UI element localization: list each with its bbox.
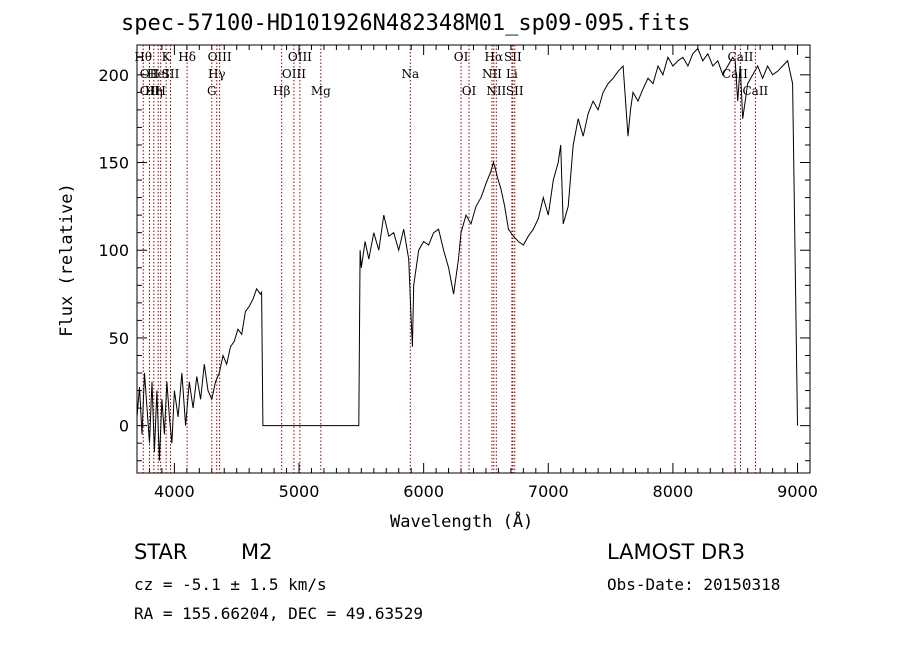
x-tick-label: 6000 [403, 482, 444, 501]
spectral-line-label: OIII [282, 67, 306, 81]
spectral-line-label: Hα [485, 50, 504, 64]
x-tick-label: 9000 [777, 482, 818, 501]
y-tick-label: 200 [98, 66, 129, 85]
spectral-line-label: Mg [311, 84, 331, 98]
y-tick-label: 100 [98, 241, 129, 260]
coordinates: RA = 155.66204, DEC = 49.63529 [134, 604, 423, 623]
spectral-line-label: NII [482, 67, 502, 81]
spectral-line-label: SII [162, 67, 180, 81]
x-tick-label: 4000 [154, 482, 195, 501]
spectral-line-label: K [162, 50, 172, 64]
plot-frame [136, 44, 811, 474]
spectral-line-label: SII [506, 84, 524, 98]
spectral-line-label: CaII [722, 67, 748, 81]
spectral-line-label: Hδ [178, 50, 196, 64]
y-axis-label: Flux (relative) [57, 183, 77, 337]
spectral-line-label: HeI [147, 67, 170, 81]
spectral-line-label: OIII [288, 50, 312, 64]
spectral-line-label: Na [401, 67, 419, 81]
spectral-line-label: H [155, 84, 165, 98]
y-tick-label: 50 [109, 329, 129, 348]
spectral-line-label: NII [486, 84, 506, 98]
chart-title: spec-57100-HD101926N482348M01_sp09-095.f… [121, 11, 691, 36]
x-axis-label: Wavelength (Å) [390, 512, 534, 532]
spectral-line-label: Hβ [273, 84, 290, 98]
spectral-line-label: SII [504, 50, 522, 64]
spectral-line-label: Li [506, 67, 518, 81]
spectral-line-label: Hθ [134, 50, 152, 64]
spectral-line-label: Hγ [208, 67, 226, 81]
spectral-line-label: OI [454, 50, 469, 64]
spectral-line-label: OIII [208, 50, 232, 64]
spectral-line-label: CaII [728, 50, 754, 64]
spectral-line-label: OII [140, 84, 160, 98]
y-tick-label: 0 [119, 417, 129, 436]
spectral-line-label: OII [140, 67, 160, 81]
x-tick-label: 7000 [528, 482, 569, 501]
object-subclass: M2 [241, 540, 273, 564]
spectral-line-label: G [207, 84, 217, 98]
redshift-value: cz = -5.1 ± 1.5 km/s [134, 575, 327, 594]
spectral-line-label: CaII [742, 84, 768, 98]
spectral-line-label: OI [462, 84, 477, 98]
y-tick-label: 150 [98, 154, 129, 173]
observation-date: Obs-Date: 20150318 [607, 575, 781, 594]
x-tick-label: 5000 [279, 482, 320, 501]
survey-name: LAMOST DR3 [607, 540, 746, 564]
spectrum-line [136, 47, 798, 461]
x-tick-label: 8000 [653, 482, 694, 501]
object-class: STAR [134, 540, 188, 564]
